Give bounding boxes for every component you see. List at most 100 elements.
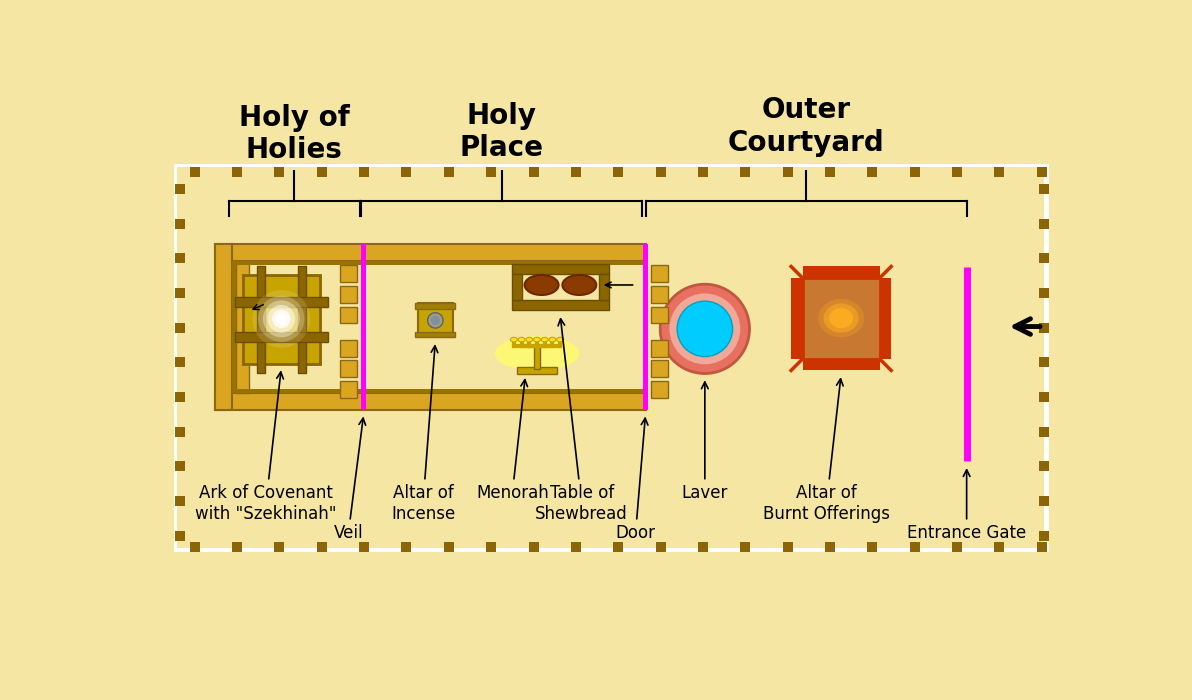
Text: Door: Door — [615, 418, 656, 542]
Bar — [513, 274, 522, 300]
Text: Table of
Shewbread: Table of Shewbread — [535, 318, 628, 523]
Bar — [175, 323, 185, 332]
Ellipse shape — [263, 300, 300, 337]
Bar — [402, 167, 411, 177]
Ellipse shape — [534, 337, 540, 342]
Text: Altar of
Incense: Altar of Incense — [391, 346, 455, 523]
Bar — [215, 244, 232, 410]
Bar — [175, 253, 185, 263]
Ellipse shape — [267, 305, 296, 332]
Bar — [952, 167, 962, 177]
Ellipse shape — [272, 309, 291, 328]
Bar — [175, 496, 185, 506]
Bar — [235, 332, 328, 342]
Ellipse shape — [677, 301, 733, 356]
Bar — [600, 274, 609, 300]
Bar — [1039, 427, 1049, 437]
Bar — [802, 267, 880, 278]
Bar — [656, 542, 665, 552]
Ellipse shape — [824, 304, 858, 332]
Bar — [340, 286, 356, 302]
Bar — [571, 542, 581, 552]
Bar — [1039, 184, 1049, 194]
Bar — [317, 167, 327, 177]
Bar — [1039, 461, 1049, 471]
Bar — [235, 297, 328, 307]
Ellipse shape — [526, 337, 533, 342]
Ellipse shape — [524, 275, 559, 295]
Bar — [791, 278, 802, 359]
Bar — [1039, 531, 1049, 540]
Bar — [190, 167, 200, 177]
Bar — [613, 167, 623, 177]
Bar — [175, 218, 185, 229]
Bar — [825, 167, 834, 177]
Text: Laver: Laver — [682, 382, 728, 503]
Bar — [802, 278, 880, 359]
Bar — [340, 360, 356, 377]
Ellipse shape — [510, 337, 517, 342]
Bar — [651, 286, 668, 302]
Bar — [298, 266, 306, 372]
Bar — [825, 542, 834, 552]
Bar — [317, 542, 327, 552]
Bar — [415, 332, 455, 337]
Bar — [232, 261, 646, 393]
Bar — [190, 542, 200, 552]
Bar — [175, 165, 1047, 550]
Bar — [232, 167, 242, 177]
Ellipse shape — [253, 290, 310, 348]
Text: Entrance Gate: Entrance Gate — [907, 470, 1026, 542]
Bar — [340, 382, 356, 398]
Bar — [740, 167, 750, 177]
Bar — [274, 542, 285, 552]
Bar — [361, 244, 366, 410]
Ellipse shape — [430, 316, 440, 325]
Bar — [1037, 167, 1047, 177]
Ellipse shape — [428, 313, 443, 328]
Bar — [571, 167, 581, 177]
Bar — [783, 542, 793, 552]
Bar — [868, 167, 877, 177]
Bar — [651, 307, 668, 323]
Bar — [952, 542, 962, 552]
Ellipse shape — [548, 337, 555, 342]
Bar — [513, 264, 609, 274]
Bar — [1039, 392, 1049, 402]
Bar — [175, 357, 185, 368]
Ellipse shape — [275, 313, 287, 325]
Bar — [513, 300, 609, 310]
Bar — [528, 542, 539, 552]
Text: Holy of
Holies: Holy of Holies — [238, 104, 350, 164]
Text: Menorah: Menorah — [476, 379, 548, 503]
Ellipse shape — [830, 308, 853, 328]
Bar — [613, 542, 623, 552]
Text: Veil: Veil — [334, 418, 366, 542]
Bar — [175, 531, 185, 540]
Bar — [1037, 542, 1047, 552]
Bar — [256, 266, 265, 372]
Ellipse shape — [557, 337, 564, 342]
Ellipse shape — [660, 284, 750, 374]
Bar — [909, 542, 920, 552]
Bar — [232, 542, 242, 552]
Bar — [415, 304, 455, 309]
Bar — [697, 167, 708, 177]
Bar — [175, 288, 185, 298]
Bar — [417, 304, 453, 337]
Ellipse shape — [563, 275, 596, 295]
Bar — [802, 359, 880, 370]
Bar — [1039, 323, 1049, 332]
Ellipse shape — [670, 293, 740, 364]
Bar — [740, 542, 750, 552]
Bar — [534, 346, 540, 369]
Bar — [215, 244, 646, 261]
Ellipse shape — [541, 337, 548, 342]
Bar — [340, 340, 356, 356]
Bar — [486, 542, 496, 552]
Text: Holy
Place: Holy Place — [460, 102, 544, 162]
Bar — [651, 360, 668, 377]
Bar — [994, 167, 1005, 177]
Ellipse shape — [818, 299, 864, 337]
Bar — [486, 167, 496, 177]
